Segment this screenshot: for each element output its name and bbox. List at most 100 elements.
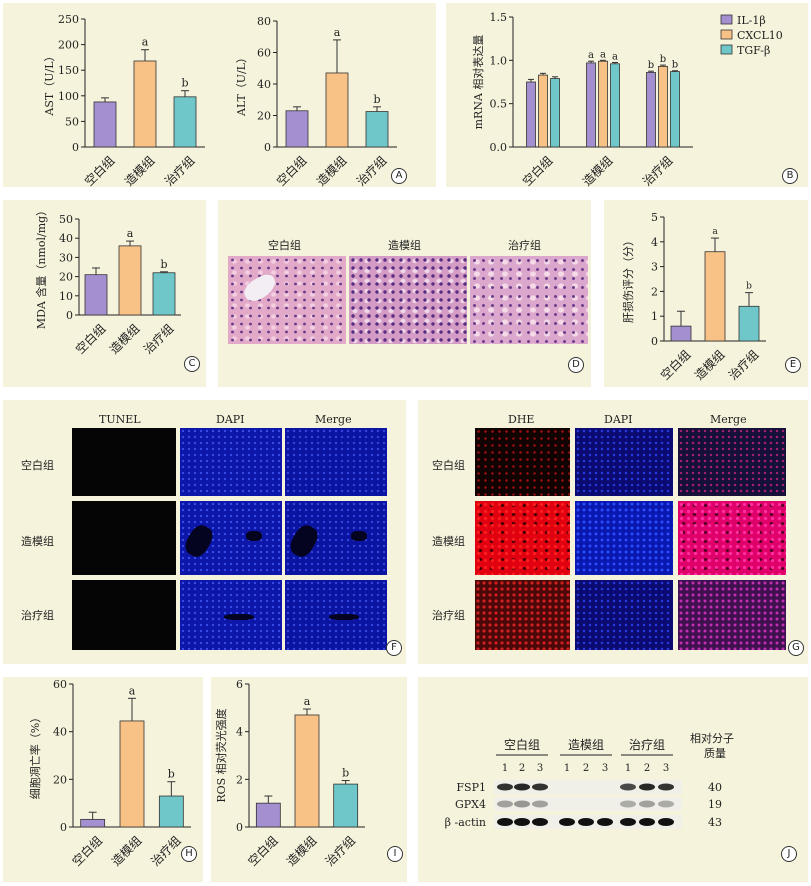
he-image-blank — [228, 256, 346, 344]
blot-lane-number: 2 — [644, 763, 650, 774]
dapi-g-model — [575, 501, 673, 575]
mrna-y-label: mRNA 相对表达量 — [471, 35, 485, 130]
g-row-treat: 治疗组 — [432, 609, 465, 622]
f-col-tunel: TUNEL — [99, 413, 141, 426]
panel-label-e: E — [785, 357, 801, 373]
panel-label-h: H — [181, 846, 197, 862]
he-image-treat — [470, 256, 588, 344]
alt-x-label: 空白组 — [273, 153, 309, 189]
g-col-dhe: DHE — [508, 413, 535, 426]
dapi-treat — [180, 580, 282, 650]
mrna-bar — [526, 81, 536, 148]
mrna-bar — [658, 66, 668, 148]
blot-band — [532, 818, 548, 826]
alt-bar-3 — [365, 111, 389, 148]
ast-y-label: AST（U/L） — [43, 50, 56, 116]
panel-d: 空白组 造模组 治疗组 D — [218, 200, 591, 387]
blot-band — [597, 818, 613, 826]
blot-band — [497, 818, 513, 826]
ast-y-tick-label: 0 — [72, 141, 79, 154]
mda-y-tick-label: 10 — [59, 290, 73, 303]
blot-protein-label: FSP1 — [456, 781, 486, 794]
legend-swatch-1 — [720, 14, 733, 25]
alt-bar-1 — [285, 110, 309, 148]
alt-y-tick-label: 20 — [257, 110, 271, 123]
mrna-y-tick-label: 1.0 — [490, 54, 508, 67]
blot-lane-number: 3 — [602, 763, 608, 774]
apoptosis-bar-1 — [80, 818, 106, 828]
apoptosis-x-label: 治疗组 — [148, 833, 183, 868]
g-col-dapi: DAPI — [604, 413, 633, 426]
dapi-model — [180, 501, 282, 575]
mrna-x-label: 治疗组 — [640, 153, 675, 188]
merge-model — [285, 501, 387, 575]
ast-y-tick-label: 250 — [58, 13, 79, 26]
panel-label-j: J — [781, 846, 797, 862]
alt-bar-2 — [325, 72, 349, 148]
vessel-shape — [329, 614, 359, 620]
alt-y-tick-label: 60 — [257, 47, 271, 60]
merge-g-blank — [678, 428, 786, 496]
mda-y-tick-label: 50 — [59, 213, 73, 226]
blot-band — [658, 818, 674, 826]
injury-y-tick-label: 4 — [651, 236, 658, 249]
vessel-shape — [181, 521, 217, 561]
ros-y-tick-label: 2 — [236, 773, 243, 786]
apoptosis-y-label: 细胞凋亡率（%） — [28, 712, 42, 799]
apoptosis-y-tick-label: 60 — [53, 678, 67, 691]
mda-x-label: 治疗组 — [141, 321, 176, 356]
merge-g-model — [678, 501, 786, 575]
blot-lane-number: 1 — [625, 763, 631, 774]
blot-band — [578, 818, 594, 826]
alt-sig-letter: b — [373, 93, 380, 106]
mda-chart: 0 10 20 30 40 50 MDA 含量（nmol/mg） 空白组 a 造模组 b 治疗组 — [34, 205, 181, 357]
f-col-merge: Merge — [315, 413, 352, 426]
ros-bar-3 — [333, 783, 359, 828]
vessel-shape — [351, 531, 367, 541]
mrna-bar — [670, 71, 680, 148]
ast-x-label: 治疗组 — [162, 153, 197, 188]
ast-y-tick-label: 100 — [58, 90, 79, 103]
mda-y-tick-label: 40 — [59, 232, 73, 245]
mrna-x-label: 空白组 — [519, 153, 555, 189]
blot-lane-number: 1 — [564, 763, 570, 774]
mrna-bar — [610, 63, 620, 148]
apoptosis-bar-2 — [119, 720, 145, 828]
panel-a: 0 50 100 150 200 250 AST（U/L） 空白组 a 造模组 b 治疗组 0 20 40… — [3, 3, 436, 189]
vessel-shape — [224, 614, 254, 620]
mrna-sig-letter: b — [672, 60, 678, 71]
he-image-model — [349, 256, 467, 344]
ast-x-label: 空白组 — [81, 153, 117, 189]
apoptosis-y-tick-label: 20 — [53, 773, 67, 786]
blot-band — [532, 783, 548, 791]
blot-band — [532, 800, 548, 808]
panel-label-g: G — [788, 640, 804, 656]
he-title-model: 造模组 — [388, 239, 421, 252]
injury-x-label: 治疗组 — [726, 347, 761, 382]
ros-sig-letter: a — [304, 695, 311, 708]
ast-bar-1 — [93, 101, 117, 148]
merge-treat — [285, 580, 387, 650]
blot-group-label: 空白组 — [504, 737, 540, 752]
tunel-blank — [72, 428, 176, 496]
blot-protein-label: GPX4 — [455, 798, 486, 811]
mrna-sig-letter: b — [660, 54, 666, 65]
apoptosis-sig-letter: b — [168, 768, 175, 781]
panel-label-c: C — [184, 356, 200, 372]
mrna-x-label: 造模组 — [580, 153, 615, 188]
mrna-sig-letter: a — [612, 52, 618, 63]
mda-sig-letter: a — [127, 227, 134, 240]
he-title-blank: 空白组 — [268, 239, 301, 252]
injury-bar-2 — [704, 251, 726, 342]
injury-y-tick-label: 0 — [651, 335, 658, 348]
injury-y-tick-label: 2 — [651, 285, 658, 298]
dapi-blank — [180, 428, 282, 496]
blot-protein-label: β -actin — [445, 816, 486, 829]
mrna-bar — [586, 62, 596, 148]
blot-band — [620, 783, 636, 791]
ast-bar-3 — [173, 96, 197, 148]
f-col-dapi: DAPI — [216, 413, 245, 426]
merge-blank — [285, 428, 387, 496]
mrna-sig-letter: a — [600, 49, 606, 60]
alt-y-label: ALT（U/L） — [235, 52, 248, 117]
